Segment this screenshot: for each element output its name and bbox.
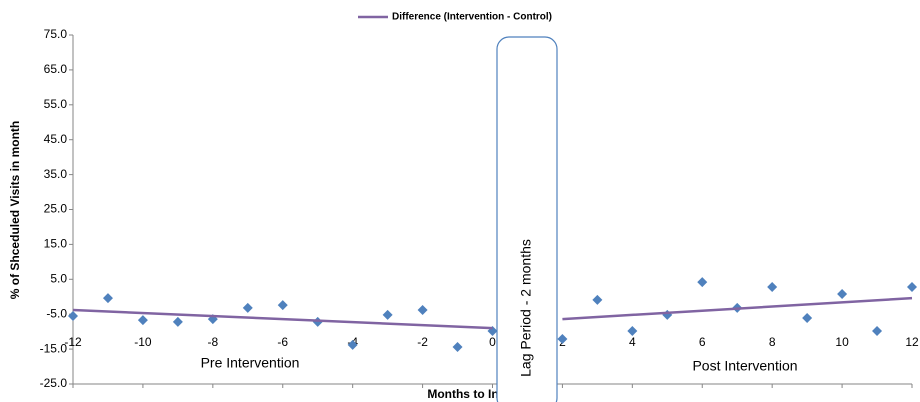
scatter-point [592, 294, 603, 305]
x-tick-label: 4 [629, 335, 636, 349]
y-tick-label: 65.0 [44, 62, 68, 76]
scatter-point [767, 281, 778, 292]
y-tick-label: 35.0 [44, 167, 68, 181]
x-tick-label: 10 [835, 335, 849, 349]
x-tick-label: 0 [489, 335, 496, 349]
scatter-point [697, 277, 708, 288]
y-tick-label: 5.0 [50, 271, 67, 285]
y-tick-label: 15.0 [44, 237, 68, 251]
scatter-point [627, 325, 638, 336]
scatter-point [557, 333, 568, 344]
scatter-point [277, 300, 288, 311]
x-tick-label: -12 [64, 335, 82, 349]
x-tick-label: 8 [769, 335, 776, 349]
annotation: Post Intervention [692, 358, 797, 374]
scatter-point [837, 288, 848, 299]
y-axis-title: % of Shceduled Visits in month [8, 121, 22, 299]
scatter-point [347, 339, 358, 350]
y-tick-label: -25.0 [40, 376, 68, 390]
y-tick-label: 25.0 [44, 202, 68, 216]
y-tick-label: 55.0 [44, 97, 68, 111]
x-tick-label: 6 [699, 335, 706, 349]
y-tick-label: -5.0 [46, 306, 67, 320]
y-tick-label: 45.0 [44, 132, 68, 146]
y-tick-label: -15.0 [40, 341, 68, 355]
x-tick-label: -10 [134, 335, 152, 349]
scatter-point [382, 309, 393, 320]
legend-label: Difference (Intervention - Control) [392, 12, 552, 23]
scatter-point [137, 315, 148, 326]
scatter-point [802, 313, 813, 324]
lag-box [496, 36, 558, 402]
x-tick-label: -8 [207, 335, 218, 349]
annotation: Pre Intervention [201, 355, 300, 371]
annotation: Lag Period - 2 months [518, 239, 534, 377]
x-tick-label: 12 [905, 335, 919, 349]
y-tick-label: 75.0 [44, 27, 68, 41]
x-tick-label: -6 [277, 335, 288, 349]
scatter-point [907, 281, 917, 292]
scatter-point [417, 305, 428, 316]
line-series [72, 296, 913, 330]
scatter-point [68, 310, 78, 321]
scatter-point [172, 316, 183, 327]
scatter-point [102, 293, 113, 304]
scatter-point [872, 325, 883, 336]
scatter-point [452, 342, 463, 353]
scatter-point [242, 302, 253, 313]
x-tick-label: -2 [417, 335, 428, 349]
